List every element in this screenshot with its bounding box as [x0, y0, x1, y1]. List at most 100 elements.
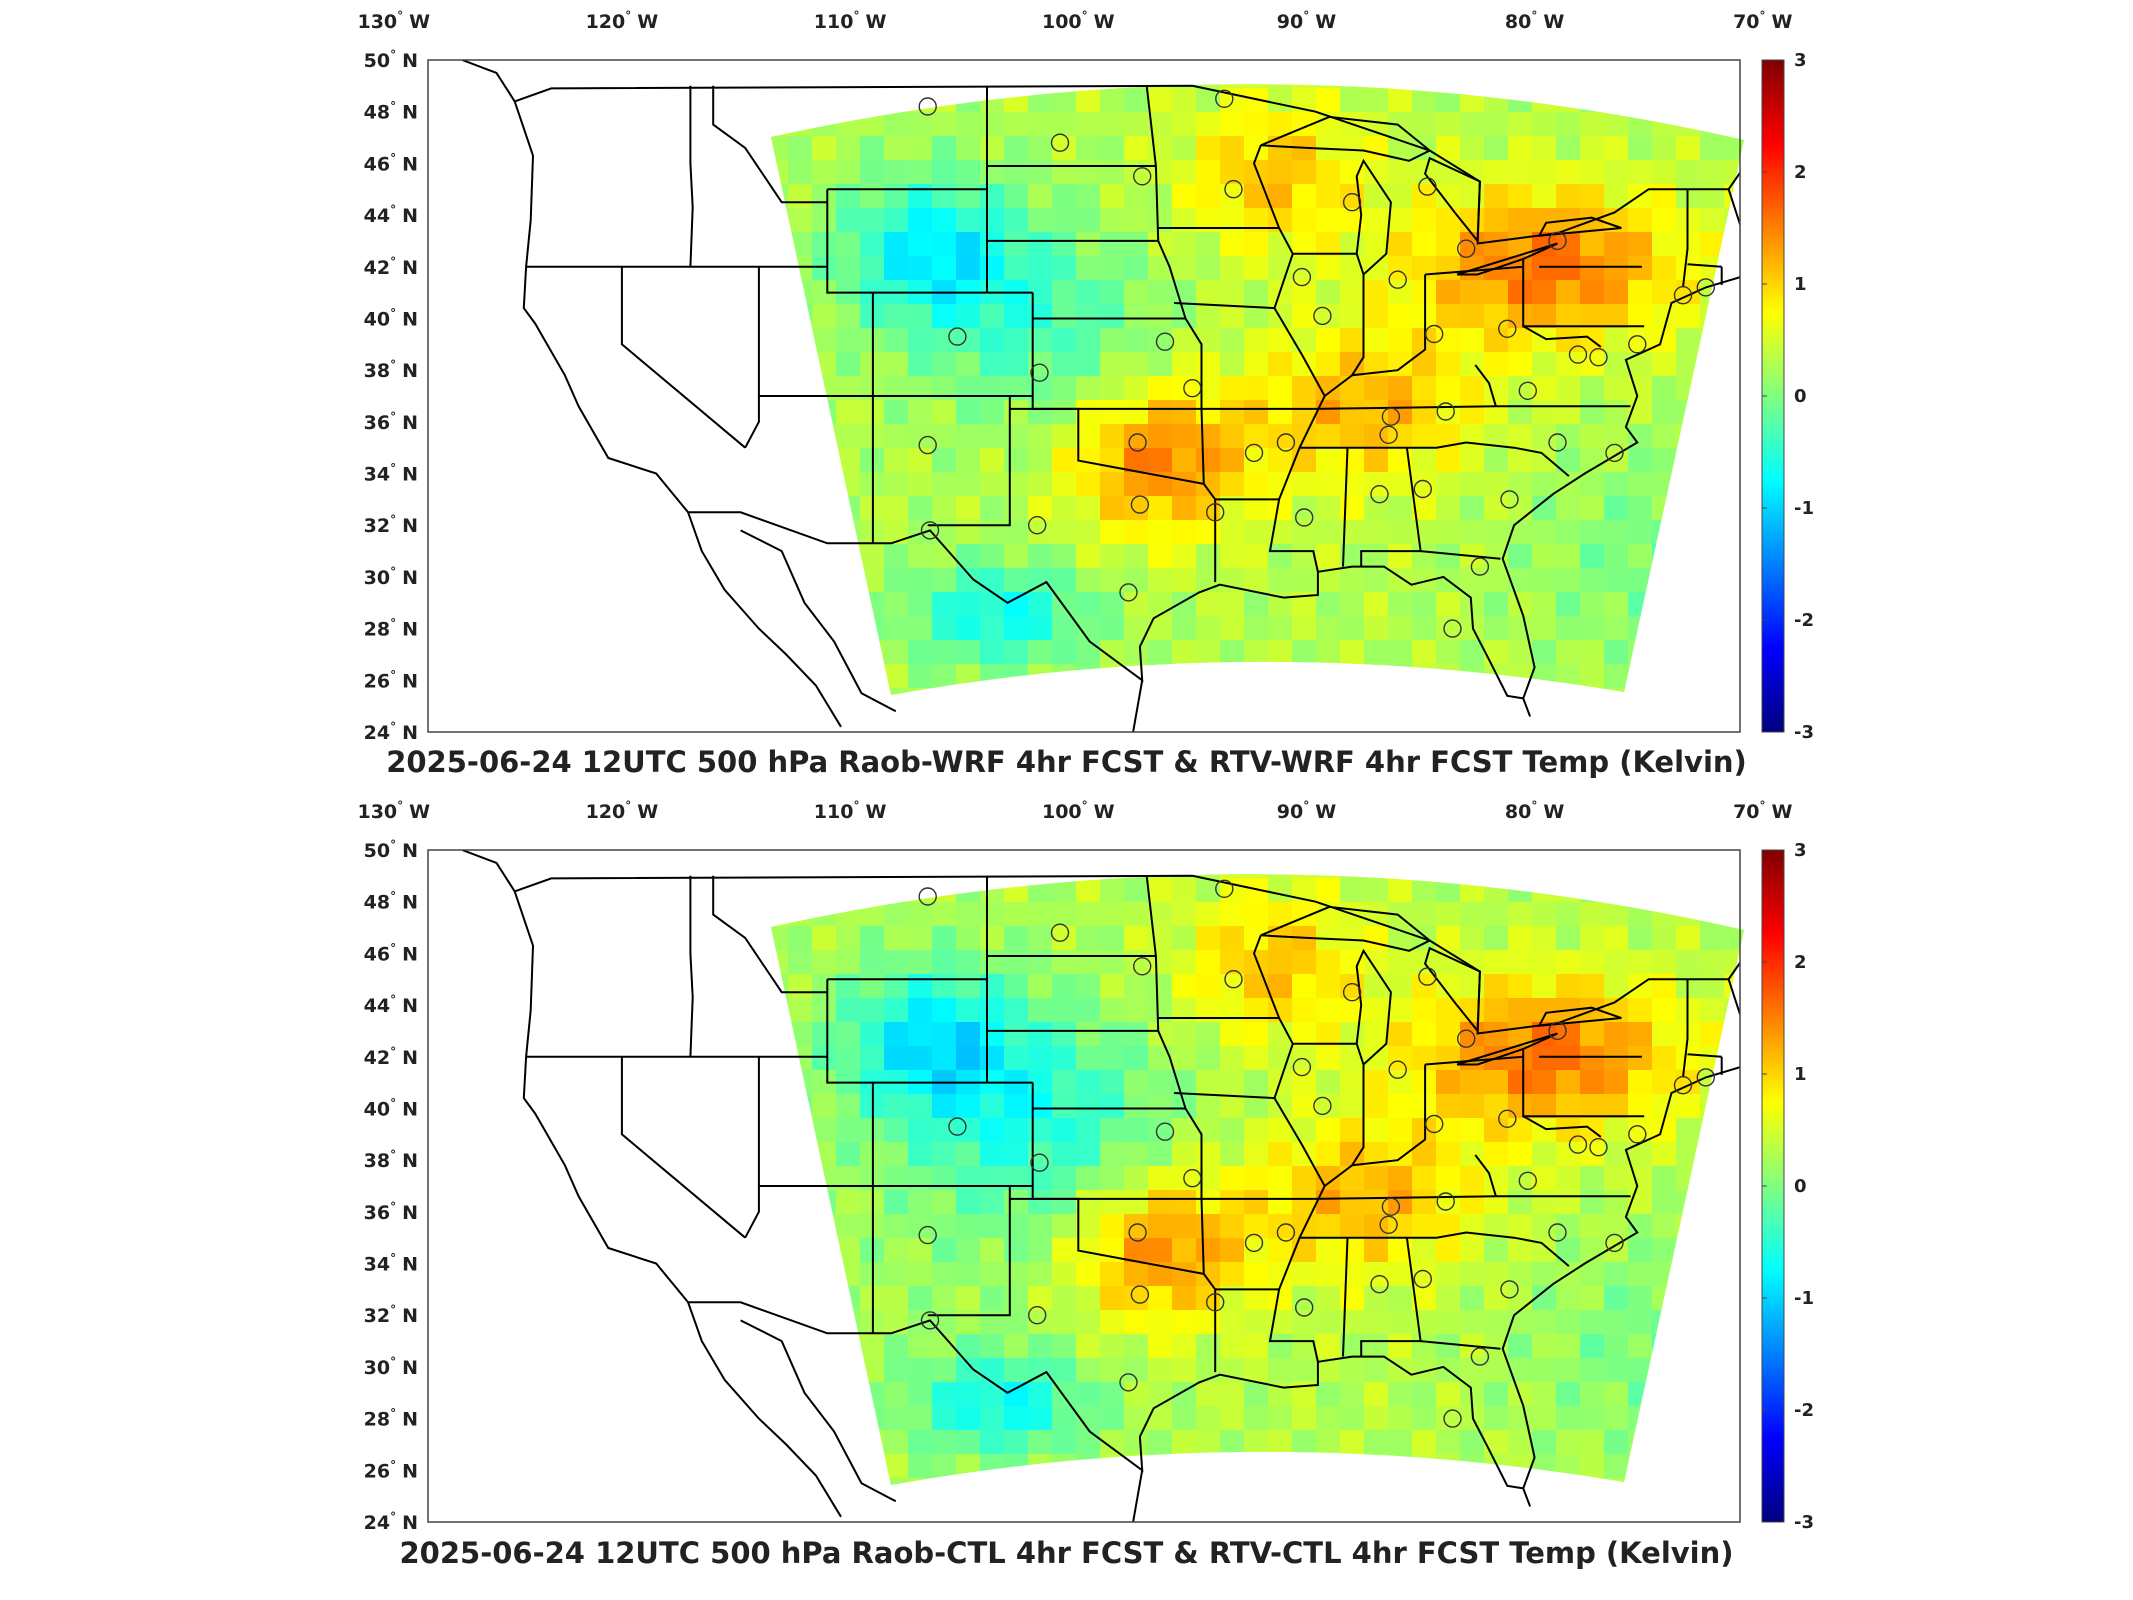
station-marker [1313, 306, 1332, 326]
station-marker [1379, 1215, 1398, 1234]
station-marker [1424, 1114, 1444, 1134]
station-marker [1030, 363, 1049, 382]
station-marker [948, 1117, 967, 1136]
station-marker [1673, 286, 1693, 305]
station-marker [1155, 332, 1175, 351]
station-marker [1500, 1280, 1519, 1299]
latitude-tick-label: 44° N [364, 203, 418, 227]
longitude-tick-label: 70° W [1733, 799, 1792, 823]
station-marker [1548, 1021, 1567, 1041]
colorbar-tick-label: 2 [1794, 162, 1807, 183]
latitude-tick-label: 32° N [364, 1303, 418, 1327]
bottom-map-panel: 130° W 120° W 110° W 100° W 90° W 80° W 70° W 50° N 48° N… [0, 790, 2133, 1590]
top-map-panel: 130° W 120° W 110° W 100° W 90° W 80° W 70° W 50° N 48° N… [357, 9, 1814, 779]
station-marker [1589, 348, 1608, 367]
colorbar-tick-label: 2 [1794, 952, 1807, 973]
station-marker [1548, 231, 1567, 251]
latitude-tick-label: 42° N [364, 1045, 418, 1069]
station-marker [1342, 982, 1362, 1002]
colorbar-tick-label: -3 [1794, 1512, 1814, 1533]
latitude-tick-label: 50° N [364, 838, 418, 862]
station-marker [1381, 407, 1401, 426]
station-marker [1456, 239, 1476, 258]
latitude-tick-label: 24° N [364, 1510, 418, 1534]
station-marker [1027, 516, 1047, 535]
station-marker [1436, 1192, 1455, 1211]
station-marker [1132, 167, 1152, 186]
station-marker [1388, 1060, 1407, 1079]
station-marker [1568, 345, 1588, 364]
latitude-tick-label: 40° N [364, 1097, 418, 1121]
longitude-tick-label: 80° W [1505, 799, 1564, 823]
colorbar-tick-label: 1 [1794, 274, 1807, 295]
station-marker [920, 521, 940, 540]
station-marker [1244, 1233, 1264, 1253]
station-marker [1696, 1068, 1716, 1087]
longitude-tick-label: 80° W [1505, 9, 1564, 33]
bottom-map-title: 2025-06-24 12UTC 500 hPa Raob-CTL 4hr FC… [399, 1536, 1734, 1570]
temperature-field [771, 84, 1744, 696]
station-marker [1628, 1125, 1647, 1144]
latitude-tick-label: 34° N [364, 462, 418, 486]
station-marker [1424, 324, 1444, 344]
station-marker [1050, 923, 1070, 942]
station-marker [1470, 557, 1490, 576]
map-frame [427, 59, 1741, 733]
station-marker [1370, 1275, 1389, 1294]
station-marker [1628, 335, 1647, 354]
station-marker [1215, 89, 1234, 109]
colorbar-tick-label: 1 [1794, 1064, 1807, 1085]
bottom-map-figure: 130° W 120° W 110° W 100° W 90° W 80° W 70° W 50° N 48° N… [357, 799, 1814, 1534]
latitude-tick-label: 40° N [364, 307, 418, 331]
station-marker [1183, 379, 1202, 398]
station-marker [1119, 1373, 1138, 1392]
station-marker [1518, 381, 1538, 400]
longitude-tick-label: 110° W [814, 799, 887, 823]
latitude-tick-label: 46° N [364, 941, 418, 965]
longitude-tick-label: 120° W [586, 799, 659, 823]
station-marker [1244, 443, 1264, 463]
station-marker [1050, 133, 1070, 152]
station-marker [920, 1311, 940, 1330]
station-marker [1379, 425, 1398, 444]
map-boundaries [461, 60, 1740, 732]
longitude-tick-label: 90° W [1277, 9, 1336, 33]
station-marker [1413, 479, 1433, 499]
station-marker [1589, 1138, 1608, 1157]
station-marker [918, 97, 937, 116]
top-map-title: 2025-06-24 12UTC 500 hPa Raob-WRF 4hr FC… [386, 745, 1747, 779]
station-marker [1292, 1057, 1312, 1077]
station-marker [1205, 1293, 1225, 1312]
station-marker [1132, 957, 1152, 976]
colorbar-tick-label: -1 [1794, 498, 1814, 519]
station-marker [1418, 177, 1437, 196]
station-marker [1294, 508, 1314, 527]
longitude-tick-label: 90° W [1277, 799, 1336, 823]
latitude-tick-label: 28° N [364, 1407, 418, 1431]
station-marker [1128, 1223, 1147, 1242]
colorbar-tick-label: 3 [1794, 50, 1807, 71]
longitude-tick-label: 110° W [814, 9, 887, 33]
station-marker [1342, 192, 1362, 212]
top-map-figure: 130° W 120° W 110° W 100° W 90° W 80° W 70° W 50° N 48° N… [357, 9, 1814, 744]
colorbar-tick-label: 0 [1794, 386, 1807, 407]
latitude-tick-label: 38° N [364, 358, 418, 382]
station-marker [1436, 402, 1455, 421]
latitude-tick-label: 48° N [364, 890, 418, 914]
colorbar-tick-label: -2 [1794, 1400, 1814, 1421]
longitude-tick-label: 100° W [1042, 799, 1115, 823]
station-marker [918, 887, 937, 906]
station-marker [1215, 879, 1234, 899]
colorbar-tick-label: 0 [1794, 1176, 1807, 1197]
station-marker [1413, 1269, 1433, 1289]
station-marker [1500, 490, 1519, 509]
station-marker [1388, 270, 1407, 289]
latitude-tick-label: 30° N [364, 1355, 418, 1379]
station-marker [1370, 485, 1389, 504]
latitude-tick-label: 38° N [364, 1148, 418, 1172]
colorbar-tick-label: -1 [1794, 1288, 1814, 1309]
longitude-tick-label: 130° W [357, 799, 430, 823]
station-marker [1673, 1076, 1693, 1095]
station-marker [1470, 1347, 1490, 1366]
station-marker [1030, 1153, 1049, 1172]
